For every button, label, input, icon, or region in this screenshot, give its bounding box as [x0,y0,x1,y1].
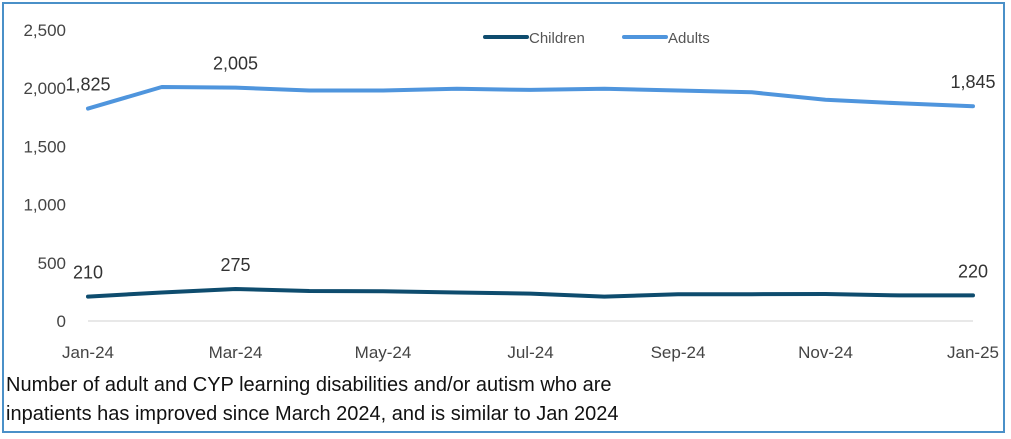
data-label-4: 2,005 [213,54,258,74]
chart-caption: Number of adult and CYP learning disabil… [6,371,996,429]
x-tick-label-4: May-24 [355,343,412,362]
y-tick-label-5: 2,500 [23,21,66,40]
legend-label-adults: Adults [668,30,710,47]
legend-label-children: Children [529,30,585,47]
caption-line-1: Number of adult and CYP learning disabil… [6,374,612,396]
series-line-adults [86,85,975,111]
series-line-children [86,287,975,299]
x-tick-label-0: Jan-24 [62,343,114,362]
chart-frame [2,2,1005,433]
caption-line-2: inpatients has improved since March 2024… [6,403,619,425]
data-label-3: 1,825 [65,75,110,95]
line-chart: 0 500 1,000 1,500 2,000 2,500 Jan-24 Mar-24 May-… [23,21,999,362]
x-tick-label-8: Sep-24 [651,343,706,362]
y-tick-label-1: 500 [38,254,66,273]
y-tick-label-2: 1,000 [23,196,66,215]
data-label-1: 275 [220,255,250,275]
data-label-5: 1,845 [950,72,995,92]
y-tick-label-3: 1,500 [23,137,66,156]
x-tick-label-2: Mar-24 [209,343,263,362]
y-tick-label-4: 2,000 [23,79,66,98]
x-tick-label-12: Jan-25 [947,343,999,362]
data-label-2: 220 [958,261,988,281]
x-tick-label-10: Nov-24 [798,343,853,362]
x-tick-label-6: Jul-24 [507,343,553,362]
y-tick-label-0: 0 [57,312,66,331]
data-label-0: 210 [73,263,103,283]
